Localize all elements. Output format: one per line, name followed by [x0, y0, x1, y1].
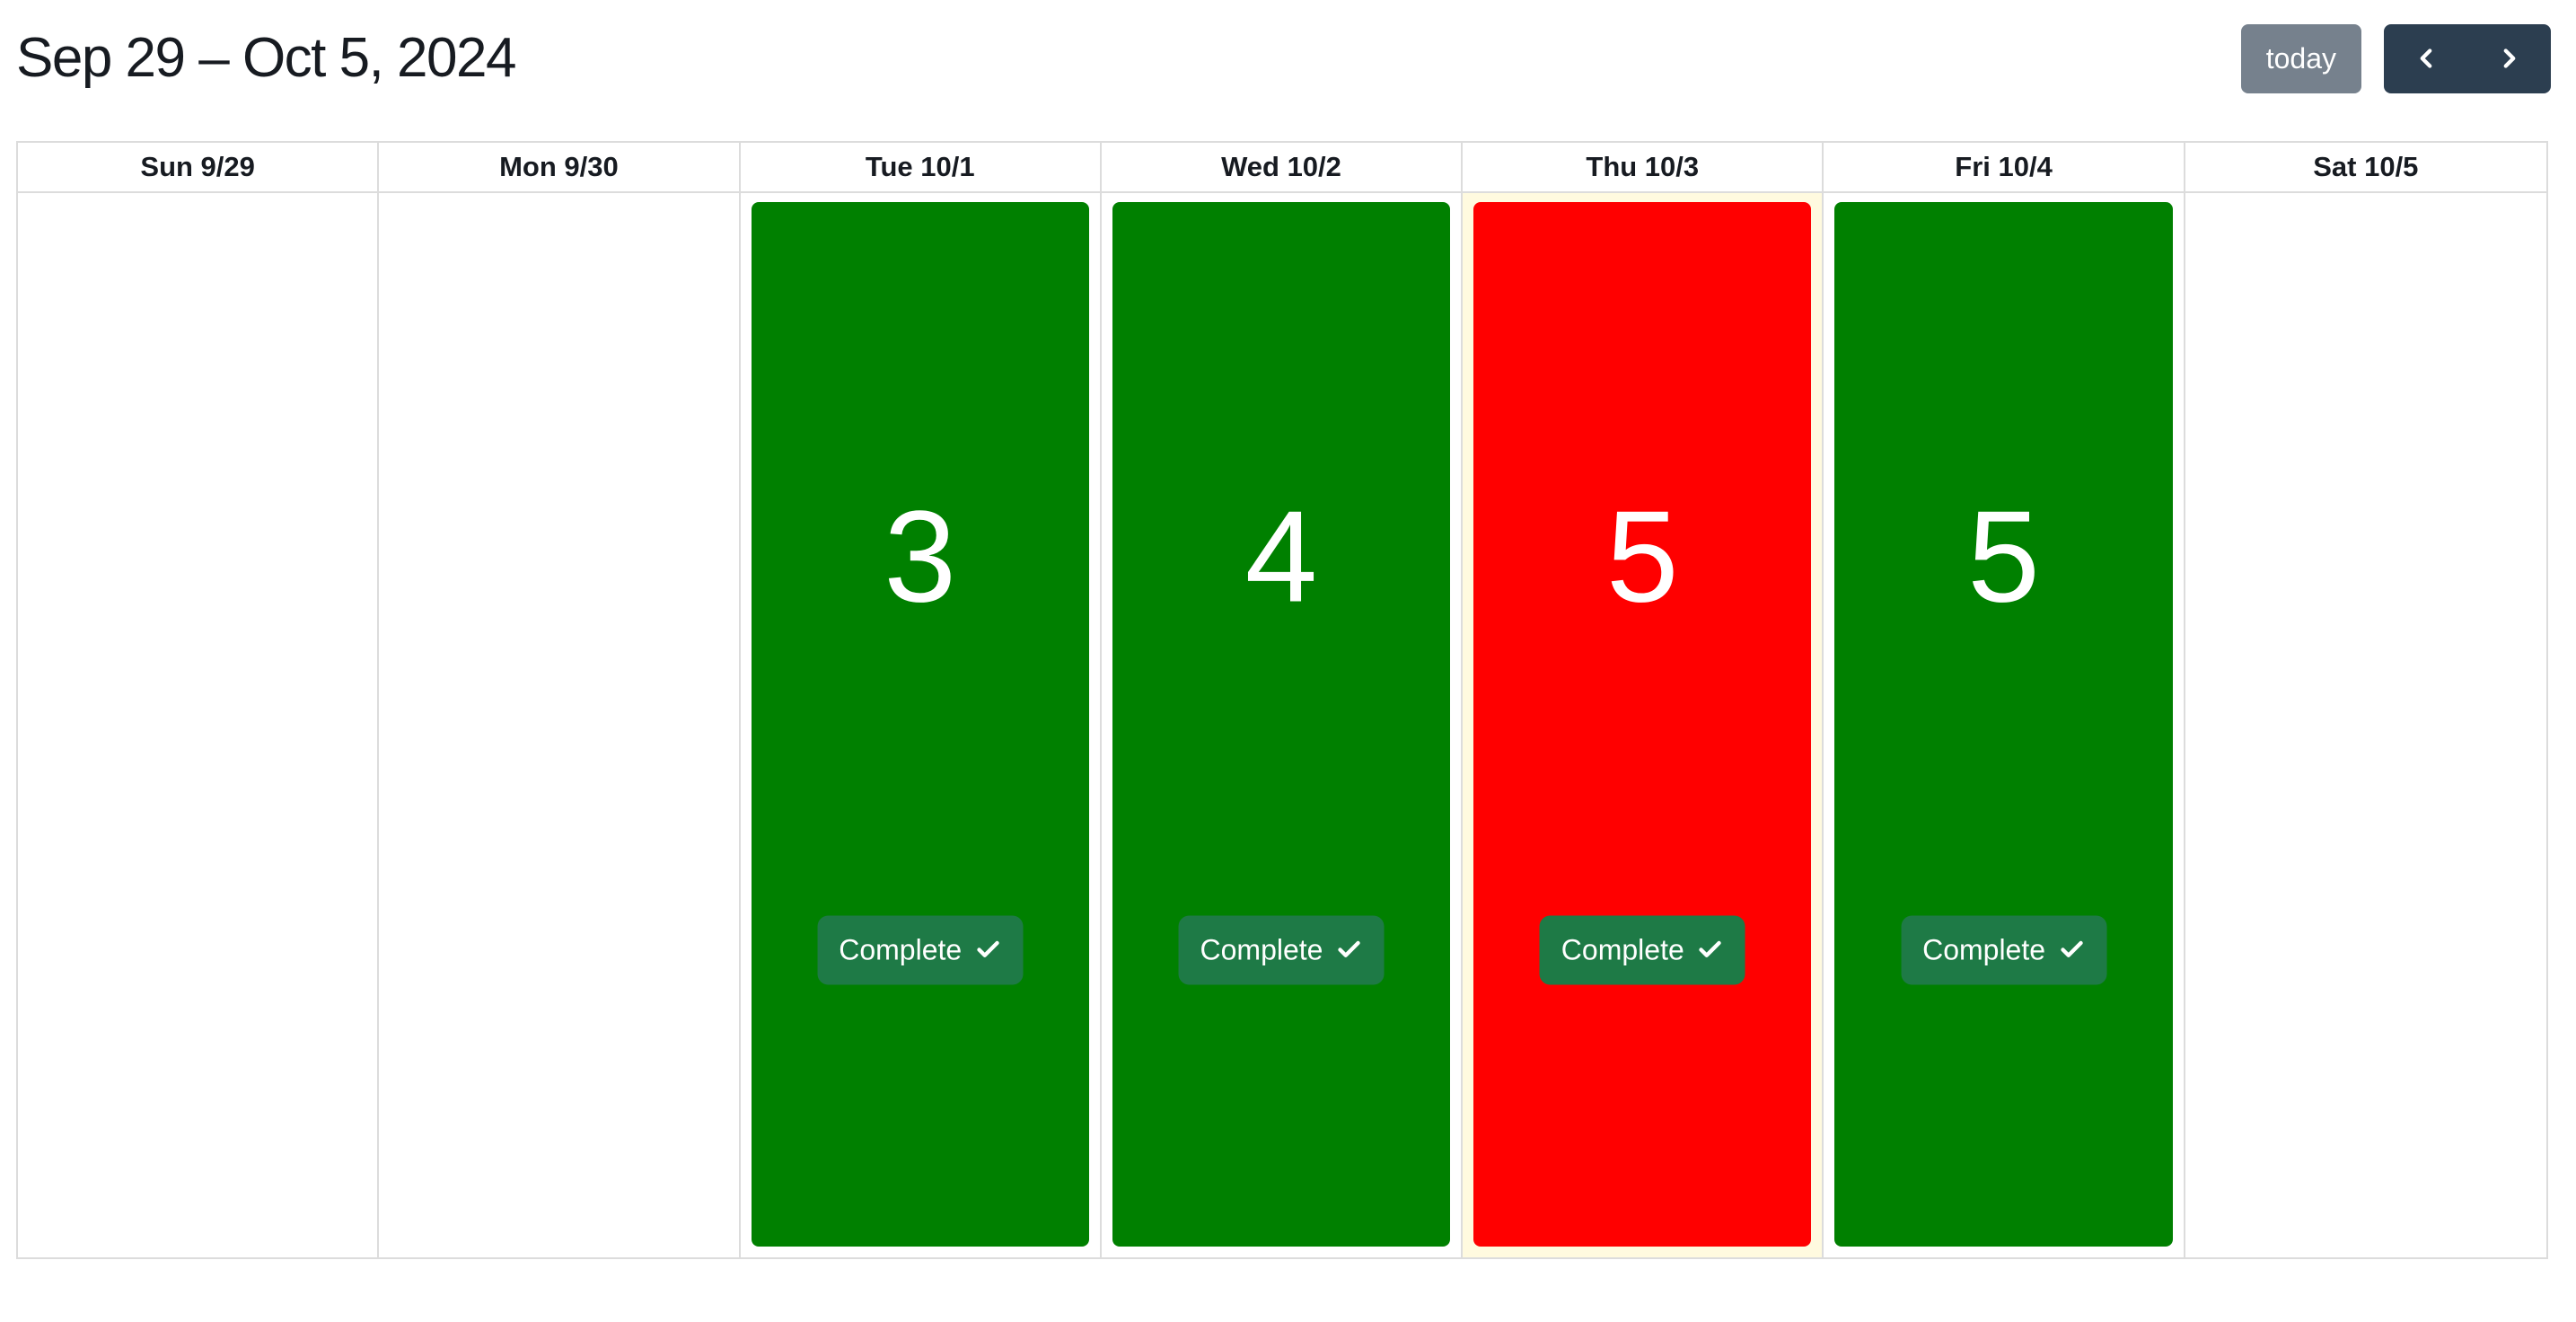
day-header-mon: Mon 9/30 — [379, 143, 741, 193]
check-icon — [1338, 941, 1360, 958]
day-cell-tue[interactable]: 3 Complete — [740, 193, 1102, 1257]
habit-count-fri: 5 — [1967, 483, 2040, 630]
habit-count-tue: 3 — [884, 483, 957, 630]
nav-button-group — [2384, 23, 2551, 93]
calendar-title: Sep 29 – Oct 5, 2024 — [16, 27, 516, 89]
complete-button-label: Complete — [1561, 933, 1684, 966]
day-cell-mon[interactable] — [379, 193, 741, 1257]
check-icon — [1699, 941, 1721, 958]
day-cell-wed[interactable]: 4 Complete — [1101, 193, 1464, 1257]
habit-count-wed: 4 — [1244, 483, 1318, 630]
today-button[interactable]: today — [2240, 23, 2361, 93]
complete-button-label: Complete — [1922, 933, 2046, 966]
day-header-sun: Sun 9/29 — [18, 143, 380, 193]
day-body-row: 3 Complete 4 Complete 5 Complete — [18, 193, 2546, 1257]
complete-button-fri[interactable]: Complete — [1901, 915, 2107, 985]
day-header-sat: Sat 10/5 — [2185, 143, 2546, 193]
complete-button-thu[interactable]: Complete — [1539, 915, 1745, 985]
chevron-right-icon — [2503, 48, 2515, 68]
day-header-fri: Fri 10/4 — [1824, 143, 2185, 193]
next-button[interactable] — [2467, 23, 2551, 93]
habit-card-wed[interactable]: 4 Complete — [1112, 202, 1451, 1247]
habit-card-fri[interactable]: 5 Complete — [1834, 202, 2173, 1247]
complete-button-wed[interactable]: Complete — [1178, 915, 1385, 985]
day-header-thu: Thu 10/3 — [1463, 143, 1824, 193]
habit-count-thu: 5 — [1605, 483, 1679, 630]
day-header-row: Sun 9/29 Mon 9/30 Tue 10/1 Wed 10/2 Thu … — [18, 143, 2546, 193]
calendar-toolbar: Sep 29 – Oct 5, 2024 today — [16, 22, 2551, 95]
day-cell-sun[interactable] — [18, 193, 380, 1257]
day-header-wed: Wed 10/2 — [1101, 143, 1464, 193]
day-cell-thu-today[interactable]: 5 Complete — [1463, 193, 1824, 1257]
complete-button-label: Complete — [839, 933, 963, 966]
check-icon — [2060, 941, 2083, 958]
prev-button[interactable] — [2384, 23, 2467, 93]
complete-button-label: Complete — [1200, 933, 1323, 966]
habit-card-thu[interactable]: 5 Complete — [1473, 202, 1812, 1247]
chevron-left-icon — [2420, 48, 2431, 68]
toolbar-buttons: today — [2240, 23, 2551, 93]
habit-card-tue[interactable]: 3 Complete — [751, 202, 1089, 1247]
week-grid: Sun 9/29 Mon 9/30 Tue 10/1 Wed 10/2 Thu … — [16, 141, 2548, 1259]
complete-button-tue[interactable]: Complete — [817, 915, 1024, 985]
check-icon — [976, 941, 999, 958]
day-cell-fri[interactable]: 5 Complete — [1824, 193, 2185, 1257]
day-header-tue: Tue 10/1 — [740, 143, 1102, 193]
day-cell-sat[interactable] — [2185, 193, 2546, 1257]
